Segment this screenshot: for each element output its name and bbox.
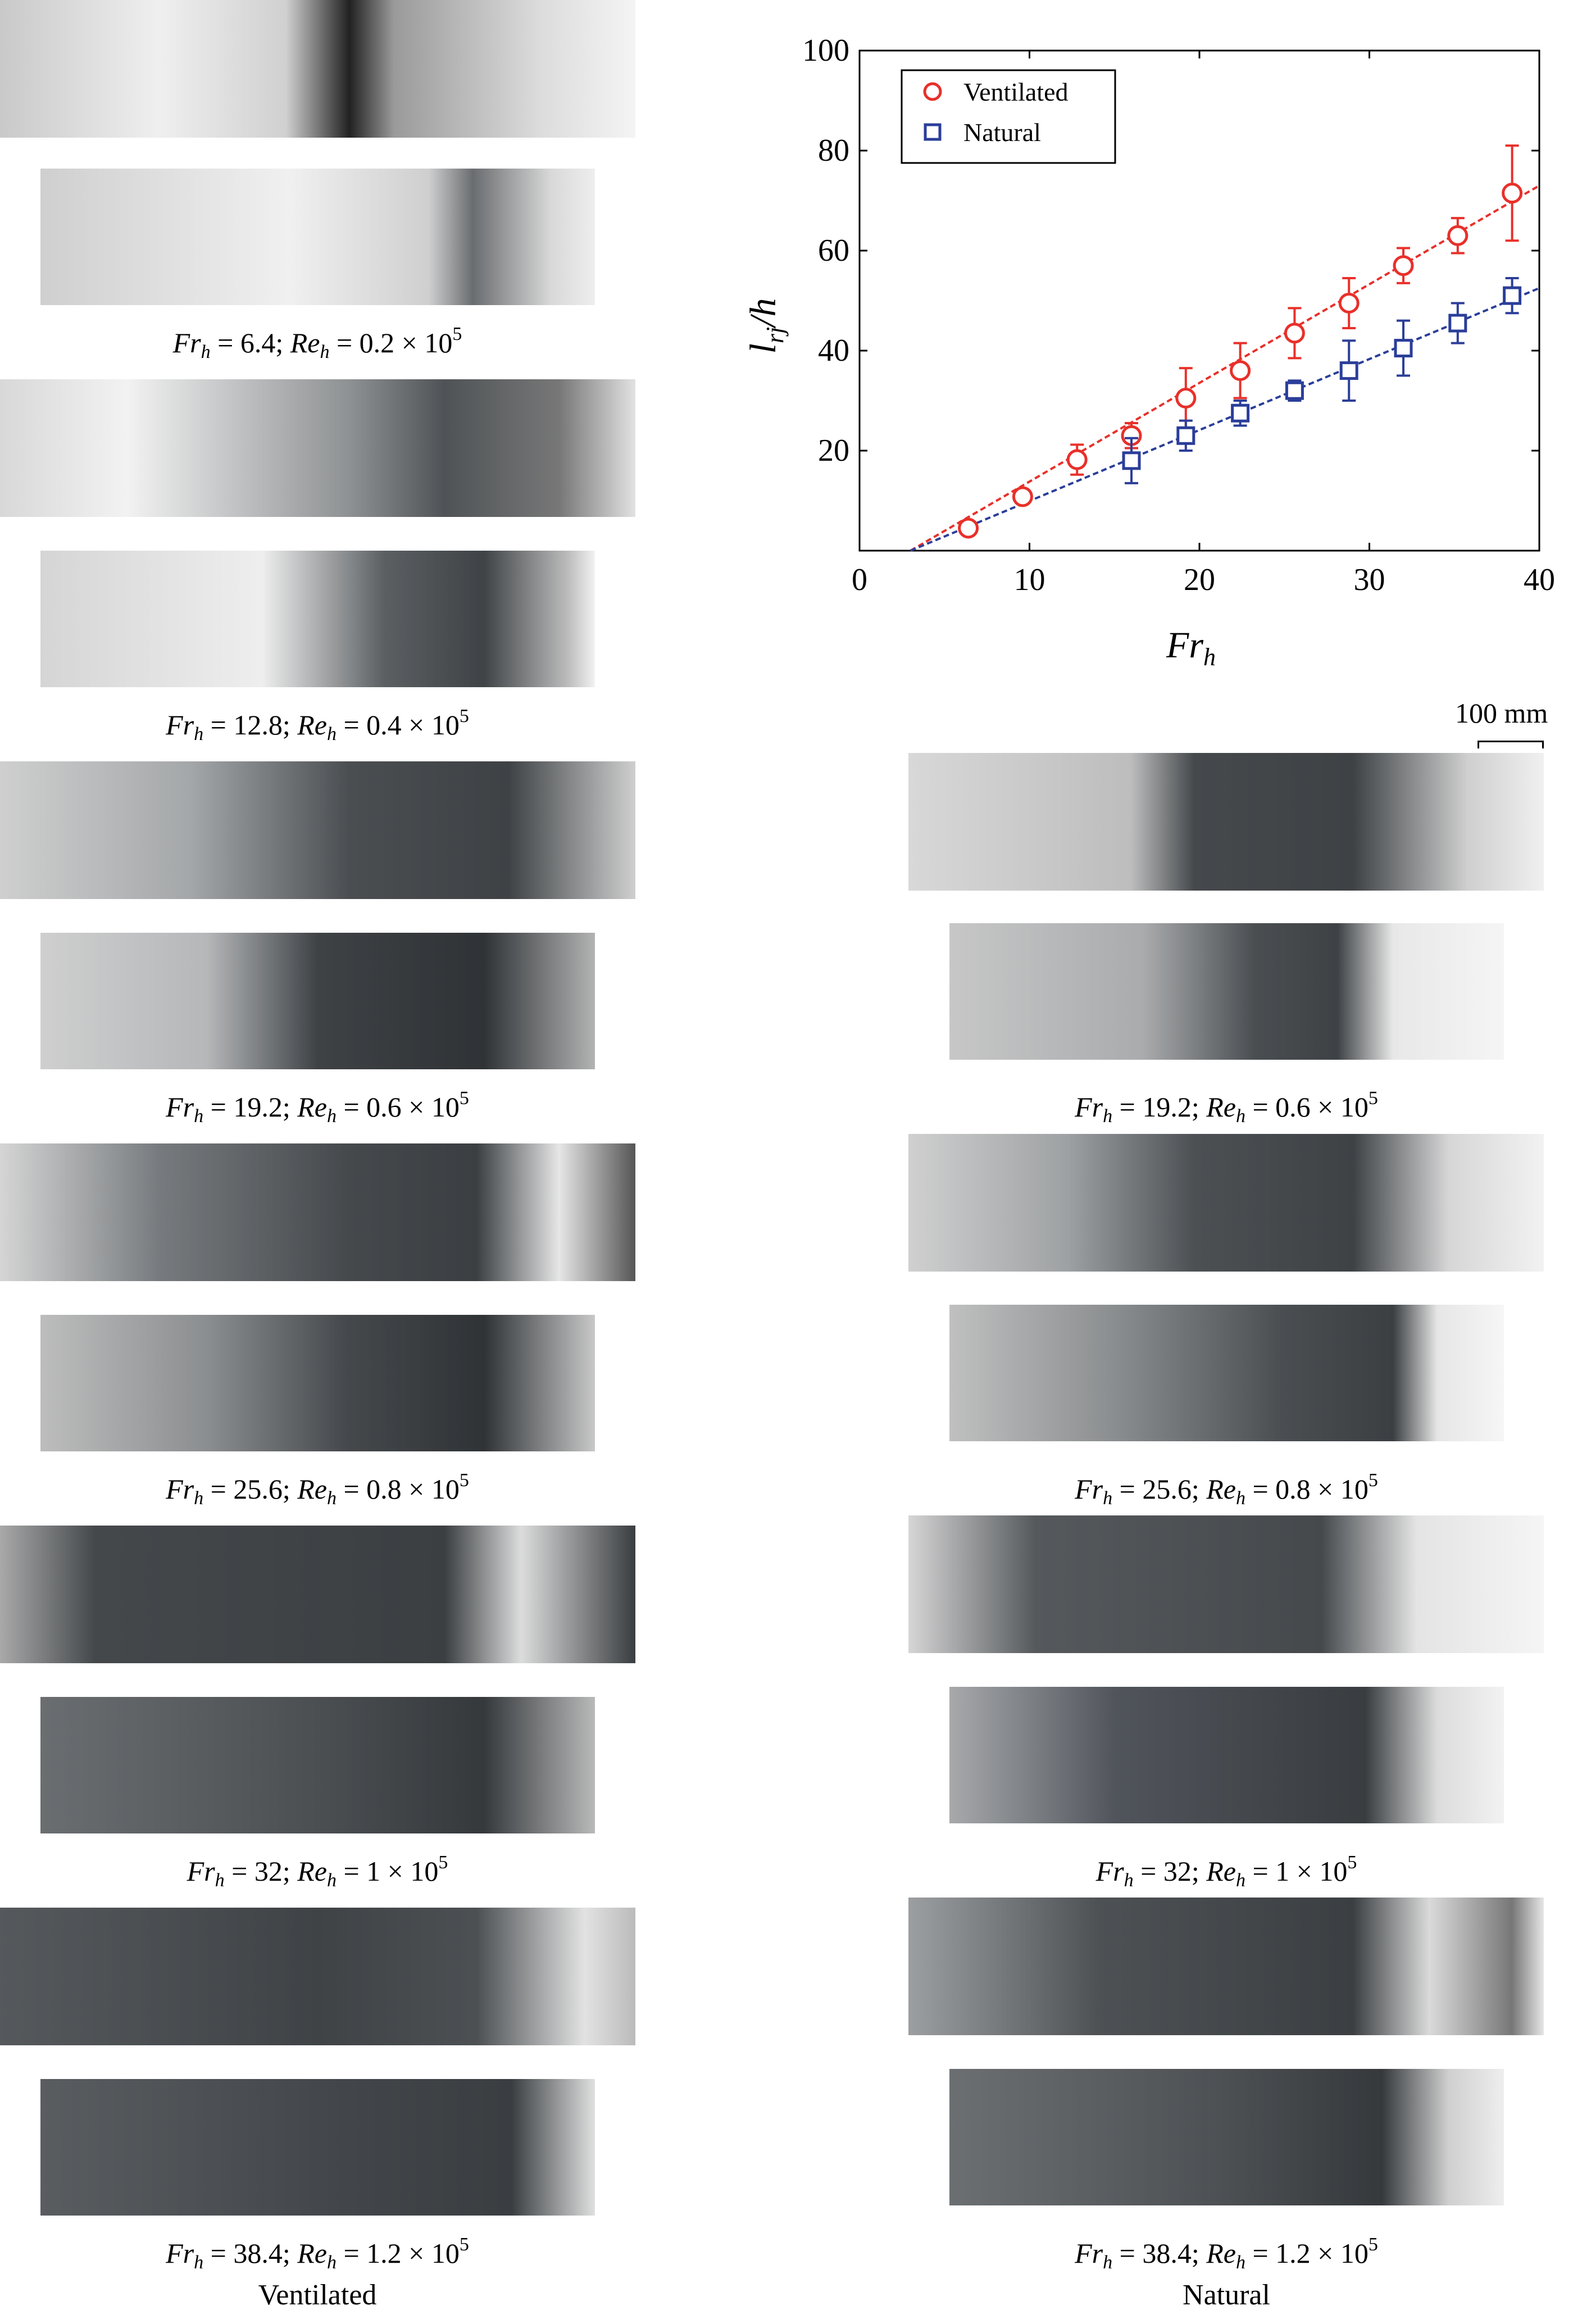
chart-y-axis-label-main: l — [743, 343, 784, 353]
point-ventilated-2 — [1066, 449, 1088, 470]
point-natural-5 — [1394, 339, 1413, 358]
fr-lrj-chart: 0 10 20 30 40 20 40 60 80 100 Ventilated Natural F… — [743, 34, 1555, 671]
photo-natural-25.6-b — [949, 1305, 1504, 1441]
point-natural-4 — [1339, 361, 1358, 380]
photo-ventilated-19.2-b — [40, 933, 595, 1069]
caption-ventilated-1: Frh = 6.4; Reh = 0.2 × 105 — [172, 324, 462, 362]
point-natural-3 — [1285, 381, 1304, 400]
y-tick-label-3: 80 — [818, 133, 849, 168]
photo-ventilated-25.6-a — [0, 1143, 635, 1281]
legend-label-ventilated: Ventilated — [963, 78, 1069, 106]
caption-ventilated-5: Frh = 32; Reh = 1 × 105 — [187, 1852, 448, 1891]
legend-marker-ventilated — [923, 82, 942, 101]
scale-bar-tick-left — [1478, 741, 1479, 748]
photo-natural-38.4-a — [908, 1898, 1544, 2035]
point-natural-2 — [1231, 403, 1250, 423]
point-ventilated-10 — [1502, 183, 1523, 204]
chart-fit-lines — [910, 184, 1540, 552]
scale-bar-line — [1478, 741, 1544, 742]
photo-natural-19.2-a — [908, 753, 1544, 891]
photo-ventilated-32-a — [0, 1526, 635, 1663]
photo-ventilated-38.4-a — [0, 1908, 635, 2045]
chart-y-axis-label-tail: /h — [743, 298, 784, 329]
x-tick-label-3: 30 — [1354, 562, 1385, 597]
caption-natural-6: Frh = 38.4; Reh = 1.2 × 105 — [1075, 2234, 1378, 2273]
caption-ventilated-2: Frh = 12.8; Reh = 0.4 × 105 — [166, 706, 469, 745]
photo-natural-32-a — [908, 1515, 1544, 1653]
chart-y-axis-label: lrj/h — [743, 298, 789, 353]
caption-ventilated-3: Frh = 19.2; Reh = 0.6 × 105 — [166, 1088, 469, 1127]
scale-bar-label: 100 mm — [1455, 697, 1548, 729]
point-ventilated-9 — [1447, 225, 1469, 246]
point-natural-6 — [1448, 314, 1467, 333]
caption-natural-3: Frh = 19.2; Reh = 0.6 × 105 — [1075, 1088, 1378, 1127]
point-ventilated-5 — [1230, 360, 1251, 382]
point-ventilated-6 — [1284, 323, 1305, 344]
photo-natural-38.4-b — [949, 2069, 1504, 2205]
point-ventilated-7 — [1338, 292, 1360, 314]
chart-x-axis-label-main: Fr — [1166, 625, 1203, 666]
caption-ventilated-6: Frh = 38.4; Reh = 1.2 × 105 — [166, 2234, 469, 2273]
point-natural-7 — [1503, 286, 1522, 305]
point-natural-1 — [1176, 426, 1195, 445]
x-tick-label-1: 10 — [1014, 562, 1045, 597]
chart-x-axis-label-sub: h — [1203, 643, 1216, 671]
x-tick-label-2: 20 — [1184, 562, 1215, 597]
photo-ventilated-6.4-b — [40, 169, 595, 305]
point-ventilated-0 — [958, 518, 979, 539]
scale-bar-tick-right — [1542, 741, 1544, 748]
caption-ventilated-4: Frh = 25.6; Reh = 0.8 × 105 — [166, 1470, 469, 1509]
photo-ventilated-12.8-a — [0, 379, 635, 517]
legend-label-natural: Natural — [963, 118, 1041, 147]
chart-points — [958, 144, 1523, 539]
photo-ventilated-12.8-b — [40, 551, 595, 687]
point-ventilated-1 — [1012, 486, 1033, 507]
photo-natural-25.6-a — [908, 1134, 1544, 1272]
photo-ventilated-6.4-a — [0, 0, 635, 138]
photo-natural-19.2-b — [949, 923, 1504, 1060]
x-tick-label-4: 40 — [1524, 562, 1555, 597]
photo-natural-32-b — [949, 1687, 1504, 1823]
photo-ventilated-32-b — [40, 1697, 595, 1833]
y-tick-label-1: 40 — [818, 333, 849, 368]
y-tick-label-4: 100 — [802, 34, 849, 68]
y-tick-label-0: 20 — [818, 433, 849, 468]
point-natural-0 — [1122, 451, 1141, 470]
chart-ticks: 0 10 20 30 40 20 40 60 80 100 — [802, 34, 1555, 597]
chart-x-axis-label: Frh — [1166, 625, 1216, 671]
x-tick-label-0: 0 — [852, 562, 867, 597]
point-ventilated-8 — [1393, 255, 1414, 276]
chart-y-axis-label-sub: rj — [761, 327, 789, 343]
photo-ventilated-19.2-a — [0, 761, 635, 899]
legend-marker-natural — [924, 123, 942, 141]
photo-ventilated-38.4-b — [40, 2079, 595, 2216]
caption-natural-4: Frh = 25.6; Reh = 0.8 × 105 — [1075, 1470, 1378, 1509]
chart-legend: Ventilated Natural — [901, 69, 1116, 164]
photo-ventilated-25.6-b — [40, 1315, 595, 1451]
fit-line-ventilated — [910, 184, 1540, 552]
caption-natural-5: Frh = 32; Reh = 1 × 105 — [1095, 1852, 1357, 1891]
y-tick-label-2: 60 — [818, 233, 849, 268]
column-label-natural: Natural — [1183, 2279, 1270, 2311]
point-ventilated-4 — [1175, 388, 1197, 409]
column-label-ventilated: Ventilated — [258, 2279, 377, 2311]
fit-line-natural — [910, 287, 1540, 552]
